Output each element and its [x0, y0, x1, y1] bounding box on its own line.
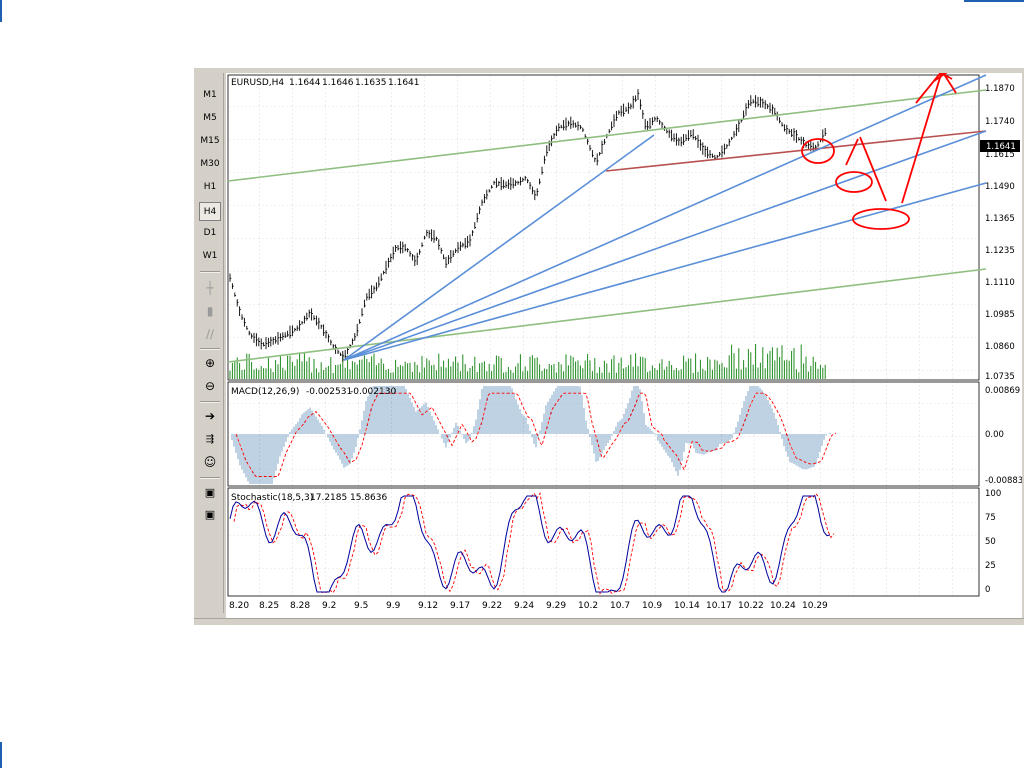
- date-tick: 9.24: [514, 601, 534, 611]
- line-chart-icon[interactable]: ∕∕: [205, 327, 215, 341]
- date-tick: 10.17: [706, 601, 732, 611]
- chart-area[interactable]: 1.1641 EURUSD,H4 1.1644 1.1646 1.1635 1.…: [226, 68, 1023, 620]
- macd-tick: -0.00883: [985, 476, 1022, 486]
- price-tick: 1.1365: [985, 214, 1015, 224]
- window-edge-accent: [964, 0, 1024, 2]
- candlestick-icon[interactable]: ▮: [206, 304, 214, 318]
- timeframe-m15-button[interactable]: M15: [200, 136, 220, 146]
- macd-label: MACD(12,26,9): [231, 387, 299, 397]
- timeframe-m5-button[interactable]: M5: [203, 113, 217, 123]
- stochastic-k-value: 17.2185: [310, 493, 347, 503]
- macd-tick: 0.00: [985, 430, 1004, 440]
- price-panel: [227, 74, 980, 381]
- ohlc-high: 1.1646: [322, 78, 354, 88]
- toolbar-separator: [200, 477, 220, 479]
- trendlines: [227, 74, 987, 363]
- price-tick: 1.1110: [985, 278, 1015, 288]
- autoscroll-icon[interactable]: ➔: [204, 409, 216, 423]
- price-tick: 1.1490: [985, 182, 1015, 192]
- stochastic-tick: 50: [985, 537, 996, 547]
- date-tick: 8.25: [259, 601, 279, 611]
- channel-line-upper: [227, 89, 987, 182]
- fan-line-1: [343, 134, 655, 361]
- window-edge-accent: [0, 742, 2, 768]
- template-icon[interactable]: ▣: [204, 508, 216, 521]
- date-tick: 9.12: [418, 601, 438, 611]
- date-tick: 9.9: [386, 601, 401, 611]
- date-tick: 10.9: [642, 601, 662, 611]
- stochastic-tick: 25: [985, 561, 996, 571]
- date-tick: 9.17: [450, 601, 470, 611]
- date-tick: 9.5: [354, 601, 368, 611]
- macd-axis: 0.00869 0.00 -0.00883: [985, 386, 1023, 486]
- ohlc-low: 1.1635: [355, 78, 387, 88]
- price-tick: 1.0860: [985, 342, 1015, 352]
- price-tick: 1.1235: [985, 246, 1015, 256]
- ohlc-close: 1.1641: [388, 78, 420, 88]
- price-tick: 1.1870: [985, 84, 1015, 94]
- date-tick: 10.24: [770, 601, 796, 611]
- chart-toolbar: M1 M5 M15 M30 H1 H4 D1 W1 ┼ ▮ ∕∕ ⊕ ⊖ ➔ ⇶…: [197, 73, 224, 613]
- annotation-drawing: [801, 68, 957, 230]
- date-tick: 10.22: [738, 601, 764, 611]
- stochastic-tick: 75: [985, 513, 996, 523]
- stochastic-axis: 100 75 50 25 0: [985, 489, 1001, 595]
- price-tick: 1.0985: [985, 310, 1015, 320]
- crosshair-icon[interactable]: ┼: [206, 281, 214, 295]
- date-tick: 9.29: [546, 601, 566, 611]
- indicator-window-icon[interactable]: ▣: [204, 486, 216, 499]
- zoom-out-icon[interactable]: ⊖: [204, 379, 216, 393]
- price-chart: 1.1641 EURUSD,H4 1.1644 1.1646 1.1635 1.…: [227, 68, 1023, 611]
- stochastic-panel: [227, 487, 980, 597]
- channel-line-lower: [227, 268, 987, 363]
- timeframe-h1-button[interactable]: H1: [203, 182, 217, 192]
- current-price-tag: [980, 140, 1020, 152]
- macd-signal-value: -0.002130: [350, 387, 396, 397]
- timeframe-m30-button[interactable]: M30: [200, 159, 220, 169]
- price-tick: 1.0735: [985, 372, 1015, 382]
- date-tick: 10.29: [802, 601, 828, 611]
- date-tick: 8.28: [290, 601, 310, 611]
- symbol-header: EURUSD,H4: [231, 78, 284, 88]
- date-tick: 9.22: [482, 601, 502, 611]
- macd-tick: 0.00869: [985, 386, 1020, 396]
- date-tick: 10.7: [610, 601, 630, 611]
- macd-histogram: [231, 386, 831, 484]
- timeframe-h4-button[interactable]: H4: [199, 202, 221, 221]
- macd-main-value: -0.002531: [306, 387, 352, 397]
- chart-shift-icon[interactable]: ⇶: [205, 434, 215, 445]
- date-tick: 8.20: [229, 601, 249, 611]
- macd-signal-line: [235, 392, 837, 477]
- date-axis: 8.20 8.25 8.28 9.2 9.5 9.9 9.12 9.17 9.2…: [229, 601, 828, 611]
- price-axis: 1.1870 1.1740 1.1615 1.1490 1.1365 1.123…: [985, 84, 1015, 382]
- price-tick: 1.1740: [985, 117, 1015, 127]
- stochastic-tick: 100: [985, 489, 1001, 499]
- current-price: 1.1641: [986, 142, 1016, 152]
- toolbar-separator: [200, 401, 220, 403]
- ohlc-open: 1.1644: [289, 78, 321, 88]
- stochastic-signal-line: [233, 492, 835, 595]
- stochastic-tick: 0: [985, 585, 990, 595]
- zoom-in-icon[interactable]: ⊕: [204, 356, 216, 370]
- expert-advisor-icon[interactable]: ☺: [203, 455, 217, 469]
- stochastic-main-line: [229, 495, 831, 593]
- fan-line-4: [343, 182, 987, 361]
- fan-line-2: [343, 74, 987, 361]
- timeframe-w1-button[interactable]: W1: [202, 251, 218, 261]
- fan-line-3: [343, 130, 987, 361]
- stochastic-d-value: 15.8636: [350, 493, 387, 503]
- date-tick: 10.2: [578, 601, 598, 611]
- volume-bars: [229, 343, 826, 379]
- timeframe-m1-button[interactable]: M1: [203, 90, 217, 100]
- price-tick: 1.1615: [985, 150, 1015, 160]
- toolbar-separator: [200, 348, 220, 350]
- stochastic-label: Stochastic(18,5,3): [231, 493, 313, 503]
- price-bars: [229, 89, 827, 362]
- window-edge-accent: [0, 0, 2, 22]
- timeframe-d1-button[interactable]: D1: [203, 228, 217, 238]
- date-tick: 10.14: [674, 601, 700, 611]
- chart-tabs-strip: [194, 618, 1024, 625]
- toolbar-separator: [200, 271, 220, 273]
- date-tick: 9.2: [322, 601, 336, 611]
